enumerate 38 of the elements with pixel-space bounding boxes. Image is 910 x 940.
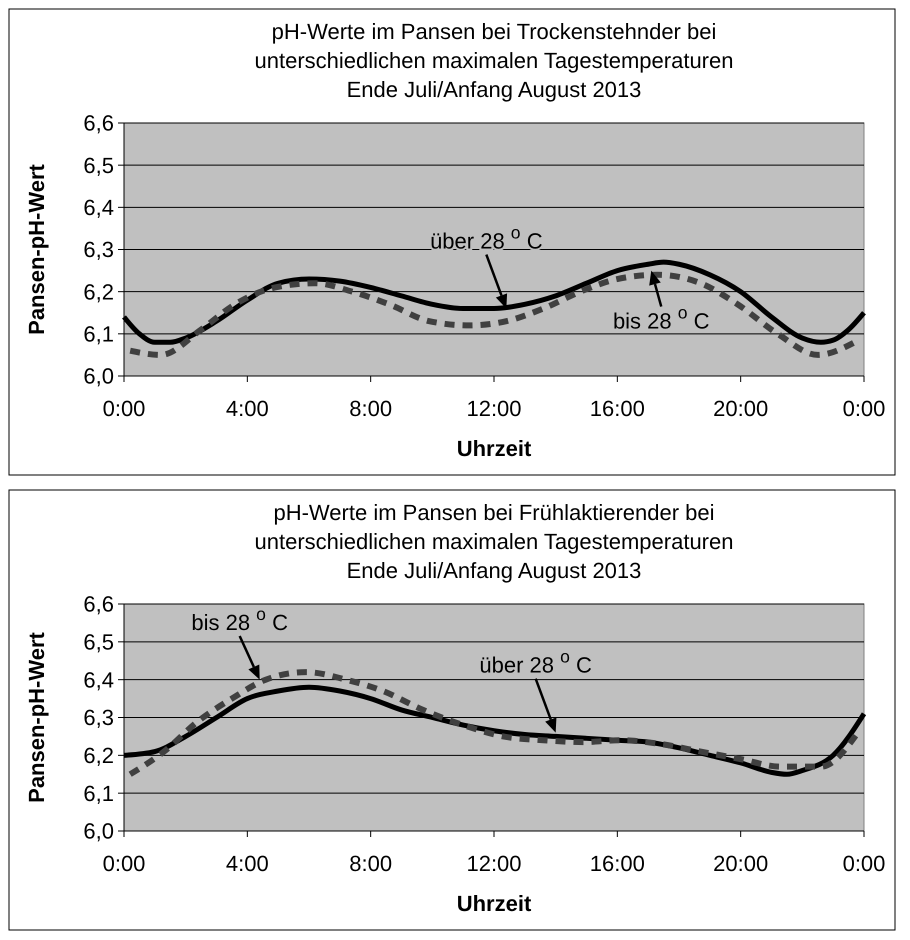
y-tick-label: 6,4 [83, 667, 114, 692]
x-tick-label: 12:00 [466, 851, 522, 876]
x-tick-label: 8:00 [349, 396, 392, 421]
annotation: über 28 $^{o}$ C [430, 222, 543, 254]
annotation: bis 28 $^{o}$ C [191, 604, 288, 635]
x-tick-label: 16:00 [590, 851, 645, 876]
annotation: bis 28 $^{o}$ C [612, 302, 710, 334]
x-tick-label: 0:00 [102, 851, 146, 876]
y-tick-label: 6,1 [83, 322, 114, 347]
y-tick-label: 6,0 [83, 818, 114, 844]
x-tick-label: 20:00 [713, 396, 768, 421]
annotation: über 28 $^{o}$ C [479, 646, 592, 678]
chart-title: pH-Werte im Pansen bei Trockenstehnder bei unterschiedlichen maximalen Tagestemperaturen Ende Juli/Anfang August 2013 [254, 19, 734, 102]
y-tick-label: 6,3 [83, 705, 114, 730]
x-tick-label: 8:00 [349, 851, 392, 876]
x-tick-label: 16:00 [590, 396, 645, 421]
x-axis-title: Uhrzeit [456, 891, 532, 916]
x-axis-title: Uhrzeit [456, 436, 532, 461]
y-tick-label: 6,4 [83, 195, 114, 220]
y-tick-label: 6,5 [83, 630, 114, 655]
y-axis-title: Pansen-pH-Wert [24, 631, 49, 803]
y-tick-label: 6,3 [83, 237, 114, 262]
y-tick-label: 6,6 [83, 110, 114, 136]
x-tick-label: 0:00 [842, 851, 886, 876]
y-tick-label: 6,5 [83, 152, 114, 178]
x-tick-label: 4:00 [226, 851, 269, 876]
y-tick-label: 6,6 [83, 592, 114, 617]
y-tick-label: 6,0 [83, 364, 114, 389]
x-tick-label: 0:00 [102, 396, 146, 421]
x-tick-label: 0:00 [842, 396, 886, 421]
chart-title: pH-Werte im Pansen bei Frühlaktierender bei unterschiedlichen maximalen Tagestemperaturen Ende Juli/Anfang August 2013 [254, 500, 734, 583]
y-tick-label: 6,2 [83, 279, 114, 304]
x-tick-label: 4:00 [226, 396, 269, 421]
x-tick-label: 20:00 [713, 851, 768, 876]
y-axis-title: Pansen-pH-Wert [24, 163, 49, 335]
y-tick-label: 6,1 [83, 780, 114, 806]
y-tick-label: 6,2 [83, 743, 114, 768]
x-tick-label: 12:00 [466, 396, 522, 421]
